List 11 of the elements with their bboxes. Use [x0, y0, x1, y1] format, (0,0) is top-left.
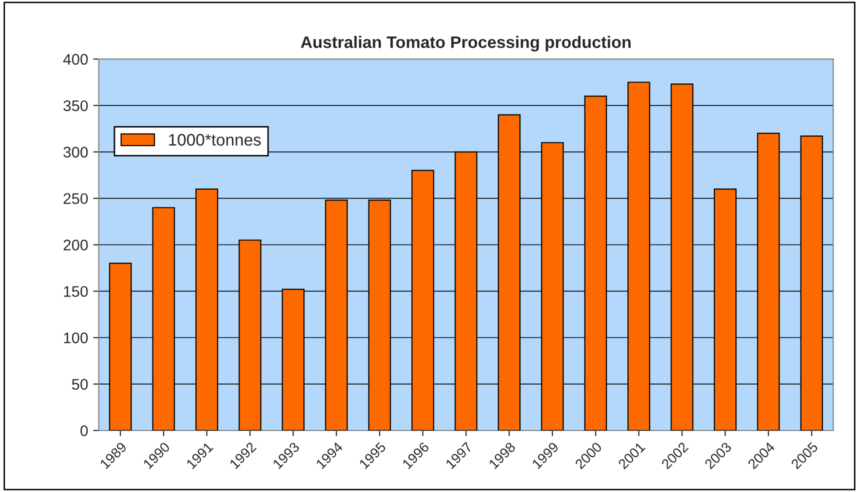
y-tick-label: 100	[64, 332, 88, 344]
y-tick-label: 200	[64, 240, 88, 250]
y-tick-label: 300	[63, 146, 88, 158]
y-tick-label: 0	[80, 425, 88, 436]
chart-title: Australian Tomato Processing production	[300, 36, 631, 52]
legend-label: 1000*tonnes	[169, 134, 261, 146]
y-tick-label: 400	[63, 54, 88, 65]
y-tick-label: 350	[63, 100, 88, 112]
y-tick-label: 50	[72, 378, 88, 390]
y-tick-label: 150	[64, 286, 88, 297]
y-tick-label: 250	[64, 193, 88, 204]
